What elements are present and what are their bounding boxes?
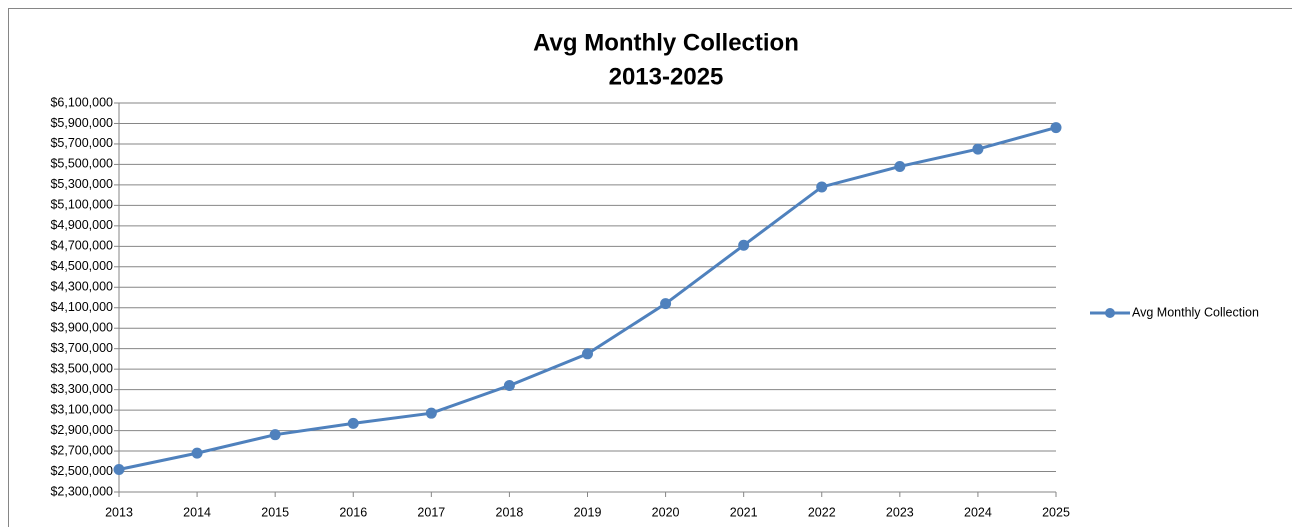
data-point [972,143,984,155]
data-point [738,239,750,251]
data-point [582,348,593,360]
x-tick-label: 2025 [1042,505,1070,519]
data-point [113,463,125,475]
data-point [660,298,672,310]
y-tick-label: $2,700,000 [50,443,113,457]
y-tick-label: $5,500,000 [50,157,113,171]
y-tick-label: $3,700,000 [50,341,113,355]
y-tick-label: $3,900,000 [50,321,113,335]
y-tick-label: $2,500,000 [50,464,113,478]
y-tick-label: $5,900,000 [50,116,113,130]
x-tick-label: 2018 [496,505,524,519]
y-tick-label: $4,500,000 [50,259,113,273]
x-tick-label: 2024 [964,505,992,519]
data-point [347,417,359,429]
x-tick-label: 2016 [339,505,367,519]
y-tick-label: $4,300,000 [50,280,113,294]
y-tick-label: $4,700,000 [50,239,113,253]
chart-subtitle: 2013-2025 [609,63,724,90]
data-point [1050,122,1062,134]
data-point [425,407,437,419]
y-tick-label: $5,100,000 [50,198,113,212]
y-tick-label: $6,100,000 [50,95,113,109]
legend-label: Avg Monthly Collection [1132,305,1259,319]
data-point [503,380,515,392]
y-tick-label: $5,300,000 [50,177,113,191]
x-tick-label: 2013 [105,505,133,519]
y-tick-label: $5,700,000 [50,136,113,150]
x-tick-label: 2015 [261,505,289,519]
data-point [816,181,828,193]
y-tick-label: $2,900,000 [50,423,113,437]
y-tick-label: $4,100,000 [50,300,113,314]
y-tick-label: $4,900,000 [50,218,113,232]
y-tick-label: $3,500,000 [50,361,113,375]
y-tick-label: $2,300,000 [50,484,113,498]
y-tick-label: $3,100,000 [50,402,113,416]
x-tick-label: 2020 [652,505,680,519]
chart-title: Avg Monthly Collection [533,29,799,56]
x-tick-label: 2019 [574,505,602,519]
data-point [894,160,906,172]
x-tick-label: 2017 [417,505,445,519]
chart-frame [8,8,1292,527]
x-tick-label: 2014 [183,505,211,519]
x-tick-label: 2022 [808,505,836,519]
data-point [269,429,281,441]
legend-marker [1105,308,1115,318]
y-tick-label: $3,300,000 [50,382,113,396]
x-tick-label: 2023 [886,505,914,519]
x-tick-label: 2021 [730,505,758,519]
data-point [191,447,203,459]
